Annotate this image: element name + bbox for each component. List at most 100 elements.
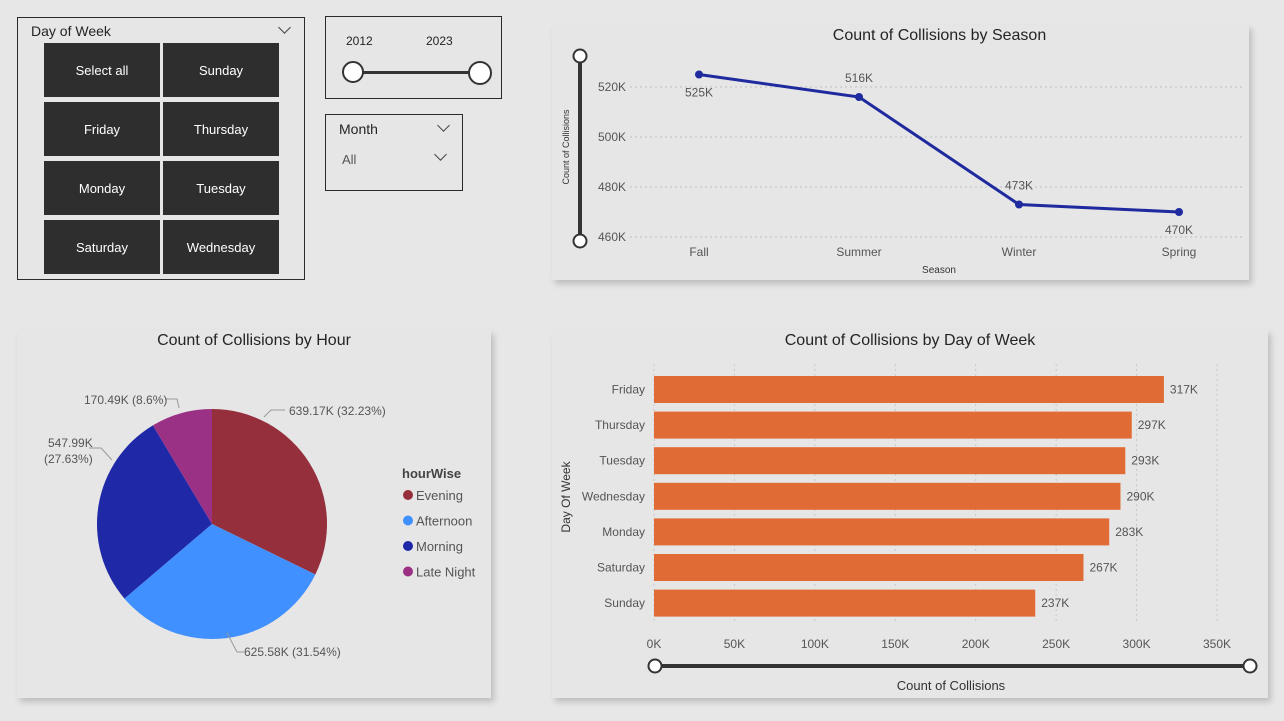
legend-item-morning[interactable]: Morning bbox=[416, 539, 463, 554]
hour-pie-chart: Count of Collisions by Hour 639.17K (32.… bbox=[17, 330, 491, 698]
hour-chart-title: Count of Collisions by Hour bbox=[157, 332, 351, 349]
season-data-label: 470K bbox=[1165, 223, 1193, 237]
pie-slice-late-night[interactable] bbox=[152, 409, 212, 524]
day-tile-friday[interactable]: Friday bbox=[44, 102, 160, 156]
bar-sunday[interactable] bbox=[654, 589, 1036, 617]
bar-data-label: 290K bbox=[1126, 489, 1154, 503]
pie-label-late-night: 170.49K (8.6%) bbox=[84, 393, 167, 407]
season-data-point[interactable] bbox=[695, 70, 703, 79]
bar-thursday[interactable] bbox=[654, 411, 1132, 439]
year-min-label: 2012 bbox=[346, 34, 373, 48]
y-tick-label: 500K bbox=[598, 130, 626, 144]
season-line-chart: Count of Collisions by Season Count of C… bbox=[552, 25, 1249, 280]
x-tick-label: 0K bbox=[647, 637, 662, 651]
zoom-slider-left-handle[interactable] bbox=[647, 658, 663, 674]
y-tick-label: Wednesday bbox=[582, 489, 645, 503]
pie-slice-afternoon[interactable] bbox=[124, 524, 316, 639]
month-dropdown[interactable]: All bbox=[334, 145, 454, 171]
year-slider-track[interactable] bbox=[354, 71, 481, 74]
bar-data-label: 283K bbox=[1115, 525, 1143, 539]
month-selected-value: All bbox=[342, 152, 357, 167]
legend-title: hourWise bbox=[402, 466, 461, 481]
zoom-slider-top-handle[interactable] bbox=[572, 48, 588, 64]
season-data-point[interactable] bbox=[1015, 200, 1023, 209]
bar-saturday[interactable] bbox=[654, 554, 1084, 581]
legend-item-late-night[interactable]: Late Night bbox=[416, 565, 476, 580]
season-chart-svg: Count of Collisions Season 520K 500K 480K 4… bbox=[561, 48, 1244, 276]
year-max-label: 2023 bbox=[426, 34, 453, 48]
bar-data-label: 267K bbox=[1089, 561, 1117, 575]
season-series-line bbox=[698, 73, 1180, 214]
x-tick-label: Spring bbox=[1162, 245, 1197, 259]
bar-data-label: 297K bbox=[1138, 418, 1166, 432]
legend-marker-late-night bbox=[403, 566, 413, 577]
chevron-down-icon[interactable] bbox=[278, 21, 291, 34]
day-y-axis-title: Day Of Week bbox=[559, 460, 573, 532]
pie-label-evening: 639.17K (32.23%) bbox=[289, 404, 386, 418]
hour-chart-svg: 639.17K (32.23%) 170.49K (8.6%) 547.99K … bbox=[44, 393, 476, 659]
x-tick-label: 50K bbox=[724, 637, 745, 651]
x-tick-label: 100K bbox=[801, 637, 829, 651]
y-tick-label: 520K bbox=[598, 80, 626, 94]
x-tick-label: Fall bbox=[689, 245, 708, 259]
season-data-label: 473K bbox=[1005, 179, 1033, 193]
bar-data-label: 317K bbox=[1170, 383, 1198, 397]
bar-wednesday[interactable] bbox=[654, 482, 1121, 510]
bar-tuesday[interactable] bbox=[654, 447, 1126, 475]
month-slicer-title: Month bbox=[339, 121, 378, 137]
day-tile-thursday[interactable]: Thursday bbox=[163, 102, 279, 156]
legend-item-afternoon[interactable]: Afternoon bbox=[416, 514, 472, 529]
day-bar-chart: Count of Collisions by Day of Week Day O… bbox=[552, 330, 1268, 698]
zoom-slider-right-handle[interactable] bbox=[1242, 658, 1258, 674]
y-tick-label: Monday bbox=[602, 525, 645, 539]
zoom-slider-bottom-handle[interactable] bbox=[572, 233, 588, 249]
legend-marker-afternoon bbox=[403, 515, 413, 526]
year-slider-min-handle[interactable] bbox=[342, 61, 364, 83]
season-data-point[interactable] bbox=[1175, 208, 1183, 216]
day-tile-monday[interactable]: Monday bbox=[44, 161, 160, 215]
legend-marker-morning bbox=[403, 541, 413, 551]
month-slicer: Month All bbox=[325, 114, 463, 191]
chevron-down-icon[interactable] bbox=[437, 119, 450, 132]
x-tick-label: 300K bbox=[1123, 637, 1151, 651]
year-range-slicer: 2012 2023 bbox=[325, 16, 502, 99]
day-tile-wednesday[interactable]: Wednesday bbox=[163, 220, 279, 274]
legend-item-evening[interactable]: Evening bbox=[416, 488, 463, 503]
y-tick-label: Saturday bbox=[597, 561, 645, 575]
season-y-axis-title: Count of Collisions bbox=[561, 109, 571, 185]
day-tile-saturday[interactable]: Saturday bbox=[44, 220, 160, 274]
chevron-down-icon bbox=[434, 148, 447, 161]
legend-marker-evening bbox=[403, 490, 413, 500]
day-tile-sunday[interactable]: Sunday bbox=[163, 43, 279, 97]
y-tick-label: 460K bbox=[598, 230, 626, 244]
day-of-week-slicer: Day of Week Select all Sunday Friday Thu… bbox=[17, 17, 305, 280]
x-tick-label: Winter bbox=[1002, 245, 1037, 259]
season-data-label: 516K bbox=[845, 71, 873, 85]
season-x-axis-title: Season bbox=[922, 265, 956, 276]
day-tile-select-all[interactable]: Select all bbox=[44, 43, 160, 97]
day-tile-tuesday[interactable]: Tuesday bbox=[163, 161, 279, 215]
bar-data-label: 293K bbox=[1131, 454, 1159, 468]
y-tick-label: Thursday bbox=[595, 418, 645, 432]
season-data-point[interactable] bbox=[855, 93, 863, 101]
day-chart-title: Count of Collisions by Day of Week bbox=[784, 332, 1036, 349]
pie-slice-morning[interactable] bbox=[97, 425, 212, 599]
bar-data-label: 237K bbox=[1041, 596, 1069, 610]
day-slicer-title: Day of Week bbox=[31, 23, 111, 39]
pie-slice-evening[interactable] bbox=[212, 409, 328, 575]
pie-label-morning-percent: (27.63%) bbox=[44, 452, 93, 466]
y-tick-label: Friday bbox=[612, 383, 645, 397]
bar-monday[interactable] bbox=[654, 518, 1110, 546]
year-slider-max-handle[interactable] bbox=[468, 61, 492, 85]
day-chart-svg: Day Of Week Friday Thursday Tuesday Wednesd… bbox=[559, 364, 1258, 693]
pie-label-morning-value: 547.99K bbox=[48, 436, 93, 450]
x-tick-label: 150K bbox=[881, 637, 909, 651]
pie-leader-lines bbox=[89, 398, 285, 653]
x-tick-label: Summer bbox=[836, 245, 881, 259]
season-chart-title: Count of Collisions by Season bbox=[832, 27, 1047, 44]
day-x-axis-title: Count of Collisions bbox=[897, 678, 1006, 693]
bar-friday[interactable] bbox=[654, 376, 1164, 403]
pie-label-afternoon: 625.58K (31.54%) bbox=[244, 645, 341, 659]
y-tick-label: Sunday bbox=[604, 596, 645, 610]
y-tick-label: Tuesday bbox=[599, 454, 645, 468]
